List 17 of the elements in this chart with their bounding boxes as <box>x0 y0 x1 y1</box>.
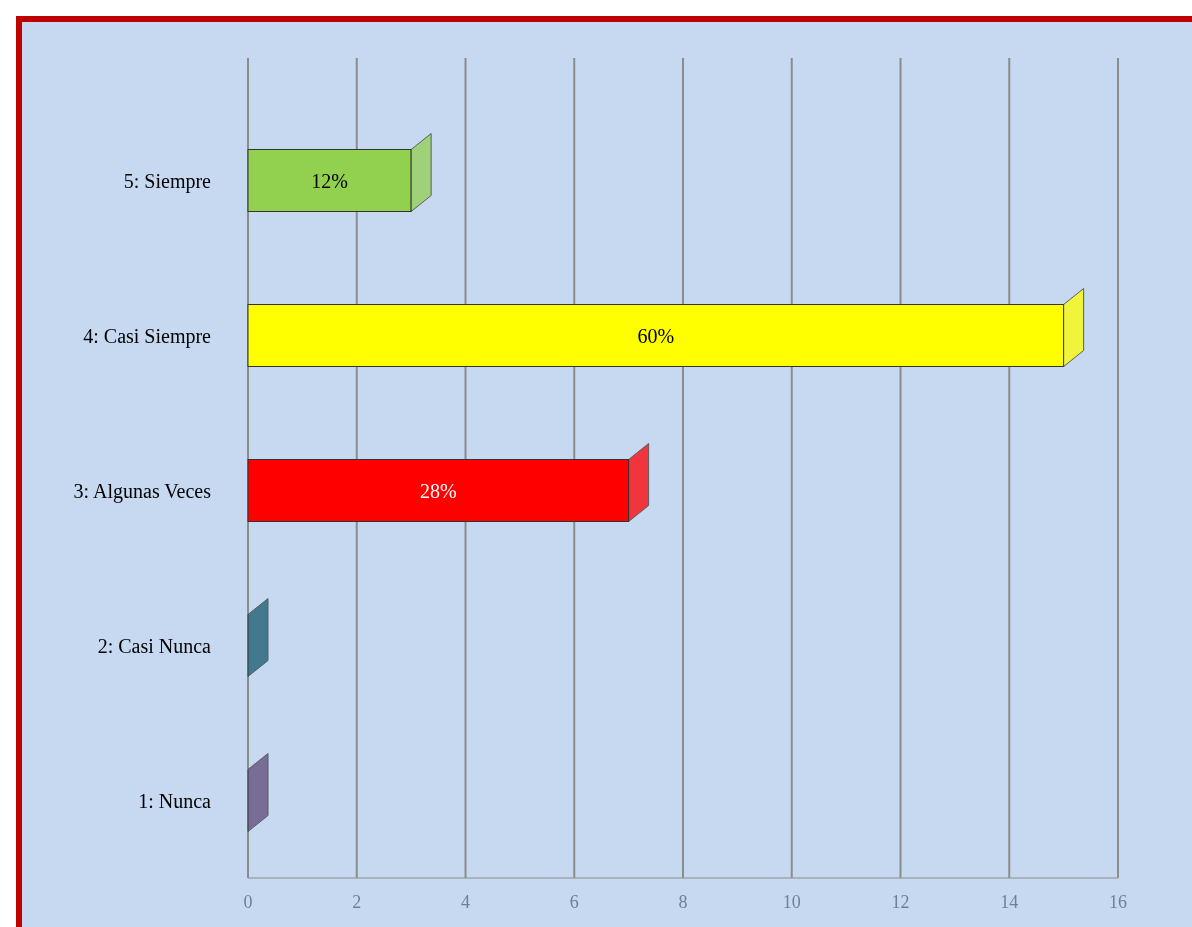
y-tick-label: 4: Casi Siempre <box>83 324 212 348</box>
x-tick-label: 16 <box>1109 892 1127 912</box>
y-tick-label: 1: Nunca <box>138 789 212 812</box>
x-tick-label: 14 <box>1000 892 1019 912</box>
x-tick-label: 8 <box>678 892 688 912</box>
x-tick-label: 4 <box>461 892 470 912</box>
y-tick-label: 2: Casi Nunca <box>97 634 212 657</box>
annotation: 12% <box>311 169 348 192</box>
annotation: 28% <box>419 479 457 502</box>
x-tick-label: 12 <box>891 892 910 912</box>
x-tick-label: 6 <box>569 892 579 912</box>
annotation: 60% <box>637 324 675 347</box>
x-tick-label: 0 <box>243 892 253 912</box>
x-tick-label: 2 <box>352 892 362 912</box>
y-tick-label: 5: Siempre <box>123 169 212 193</box>
y-tick-label: 3: Algunas Veces <box>73 479 212 503</box>
x-tick-label: 10 <box>782 892 801 912</box>
